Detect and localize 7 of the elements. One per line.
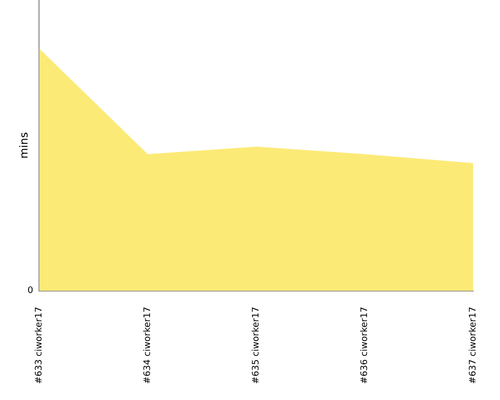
x-tick-label: #636 ciworker17: [360, 306, 370, 384]
x-tick-label: #635 ciworker17: [252, 306, 262, 384]
x-tick-label: #633 ciworker17: [34, 306, 45, 384]
y-axis-title: mins: [17, 132, 30, 159]
x-tick-label: #637 ciworker17: [468, 306, 479, 384]
x-tick-label: #634 ciworker17: [143, 306, 154, 384]
text: 0: [27, 286, 34, 296]
